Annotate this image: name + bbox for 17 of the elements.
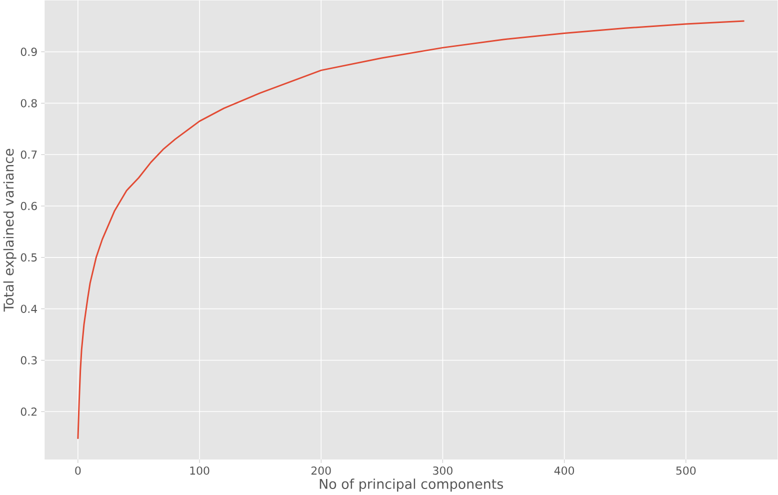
y-tick-label: 0.4 <box>20 304 37 314</box>
y-tick-label: 0.2 <box>20 408 37 416</box>
x-tick-label: 400 <box>554 466 574 475</box>
y-tick-label: 0.6 <box>20 202 37 210</box>
y-tick-label: 0.7 <box>20 150 37 159</box>
y-tick-label: 0.3 <box>20 356 37 364</box>
x-tick-label: 200 <box>311 466 331 475</box>
x-tick-label: 100 <box>190 466 210 475</box>
x-tick-label: 300 <box>433 466 452 475</box>
y-tick-label: 0.9 <box>20 48 37 56</box>
line-series <box>77 20 746 440</box>
x-tick-label: 500 <box>676 466 696 475</box>
x-tick-label: 0 <box>75 466 81 475</box>
x-axis-title: No of principal components <box>320 478 504 492</box>
y-axis-title: Total explained variance <box>3 148 16 312</box>
y-tick-label: 0.8 <box>20 99 37 108</box>
y-tick-label: 0.5 <box>20 253 37 262</box>
